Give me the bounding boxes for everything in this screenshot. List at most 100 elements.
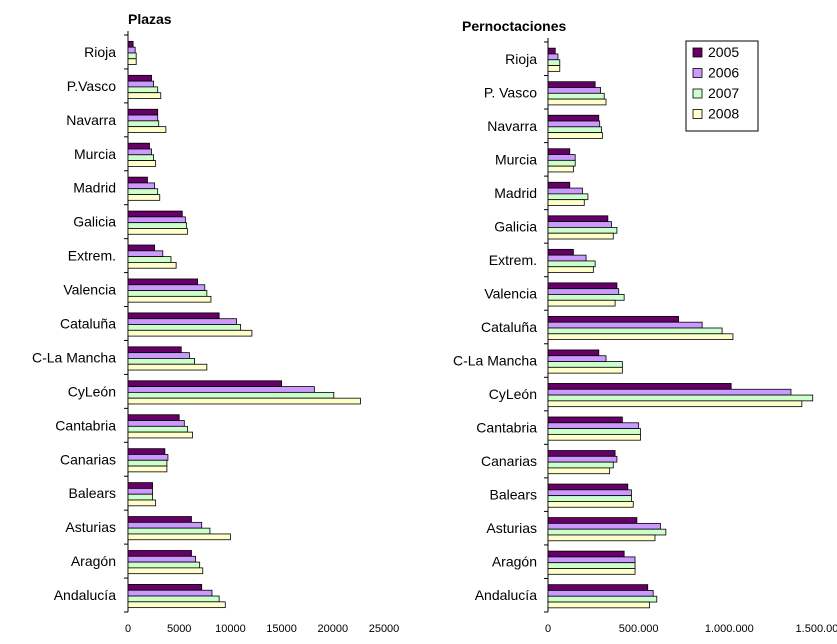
- legend-swatch-2008: [692, 109, 703, 119]
- bar-aragon-2008: [547, 568, 636, 575]
- bar-extrem-2008: [547, 266, 594, 273]
- bar-andalucia-2008: [127, 601, 226, 609]
- bar-rioja-2007: [127, 52, 137, 60]
- x-tick-label: 500.000: [619, 623, 659, 635]
- bar-rioja-2008: [127, 58, 137, 65]
- bar-asturias-2008: [547, 534, 656, 542]
- bar-aragon-2005: [547, 550, 625, 558]
- bar-p-vasco-2006: [127, 80, 155, 88]
- bar-madrid-2005: [547, 181, 571, 189]
- bar-asturias-2006: [127, 521, 203, 529]
- bar-extrem-2006: [127, 250, 164, 258]
- bar-balears-2005: [547, 483, 629, 491]
- bar-c-la-mancha-2007: [127, 358, 195, 365]
- bar-andalucia-2005: [547, 584, 649, 591]
- bar-cataluna-2006: [127, 318, 237, 325]
- bar-c-la-mancha-2008: [547, 366, 623, 374]
- bar-p-vasco-2006: [547, 87, 601, 94]
- bar-canarias-2008: [547, 467, 611, 475]
- bar-balears-2007: [127, 493, 153, 501]
- bar-cantabria-2006: [127, 420, 185, 427]
- category-label-aragon: Aragón: [71, 553, 116, 569]
- category-label-cyleon: CyLeón: [489, 386, 537, 402]
- bar-galicia-2006: [547, 221, 612, 228]
- bar-rioja-2006: [547, 53, 559, 61]
- bar-extrem-2008: [127, 262, 177, 269]
- category-label-p-vasco: P. Vasco: [484, 84, 537, 100]
- bar-galicia-2005: [547, 215, 609, 223]
- x-tick-label: 1.500.000: [796, 623, 837, 635]
- bar-p-vasco-2007: [547, 92, 605, 100]
- bar-andalucia-2005: [127, 584, 203, 591]
- bar-aragon-2005: [127, 550, 192, 557]
- x-tick-label: 5000: [167, 623, 191, 635]
- category-label-extrem: Extrem.: [489, 252, 537, 268]
- bar-madrid-2008: [127, 194, 161, 201]
- category-label-p-vasco: P.Vasco: [67, 78, 117, 94]
- bar-galicia-2008: [127, 228, 188, 235]
- category-label-balears: Balears: [490, 487, 537, 503]
- bar-cantabria-2005: [547, 416, 623, 424]
- plazas-chart: Plazas Rioja P.Vasco Navarra Murcia Madrid Gal…: [32, 11, 399, 635]
- bar-valencia-2005: [127, 278, 199, 286]
- bar-cataluna-2007: [547, 327, 723, 335]
- bar-cataluna-2005: [547, 315, 679, 323]
- bar-rioja-2007: [547, 59, 561, 66]
- bar-cyleon-2008: [127, 397, 361, 405]
- bar-rioja-2005: [547, 47, 556, 55]
- bar-andalucia-2006: [547, 590, 654, 597]
- bar-balears-2007: [547, 495, 632, 502]
- category-label-balears: Balears: [69, 485, 116, 501]
- bar-c-la-mancha-2006: [127, 352, 190, 359]
- bar-murcia-2006: [547, 154, 576, 161]
- bar-rioja-2008: [547, 65, 561, 72]
- bar-aragon-2008: [127, 567, 204, 575]
- category-label-murcia: Murcia: [495, 151, 537, 167]
- bar-madrid-2005: [127, 176, 148, 184]
- legend-label-2005: 2005: [708, 44, 739, 60]
- bar-galicia-2005: [127, 210, 183, 218]
- bar-cantabria-2008: [547, 433, 641, 441]
- x-tick-label: 1.000.000: [705, 623, 754, 635]
- bar-valencia-2008: [127, 295, 212, 303]
- bar-extrem-2005: [547, 248, 574, 256]
- bar-aragon-2006: [547, 556, 636, 564]
- bar-p-vasco-2005: [127, 74, 152, 82]
- bar-asturias-2008: [127, 533, 231, 541]
- bar-valencia-2006: [127, 284, 206, 291]
- bar-cataluna-2005: [127, 312, 220, 320]
- category-label-cantabria: Cantabria: [476, 420, 537, 436]
- bar-canarias-2005: [127, 448, 166, 455]
- bar-navarra-2005: [547, 114, 600, 122]
- bar-cantabria-2007: [127, 425, 188, 433]
- bar-cantabria-2008: [127, 431, 193, 439]
- bar-galicia-2007: [127, 222, 187, 229]
- bar-asturias-2006: [547, 522, 661, 530]
- bar-galicia-2007: [547, 227, 618, 234]
- bar-navarra-2008: [127, 126, 167, 133]
- bar-c-la-mancha-2005: [547, 349, 600, 357]
- bar-valencia-2005: [547, 282, 618, 290]
- bar-andalucia-2007: [127, 595, 220, 603]
- bar-extrem-2007: [547, 260, 596, 268]
- legend-label-2008: 2008: [708, 106, 739, 122]
- bar-balears-2005: [127, 482, 153, 489]
- bar-p-vasco-2005: [547, 81, 596, 88]
- legend-swatch-2006: [692, 68, 703, 78]
- bar-madrid-2007: [127, 188, 159, 195]
- bar-murcia-2006: [127, 148, 152, 156]
- category-label-galicia: Galicia: [73, 214, 116, 230]
- category-label-galicia: Galicia: [494, 218, 537, 234]
- bar-cyleon-2005: [547, 383, 732, 390]
- category-label-cataluna: Cataluña: [60, 316, 116, 332]
- legend: 2005 2006 2007 2008: [685, 40, 759, 132]
- bar-valencia-2006: [547, 288, 620, 295]
- category-label-aragon: Aragón: [492, 554, 537, 570]
- bar-canarias-2007: [127, 459, 168, 467]
- bar-asturias-2005: [547, 517, 638, 524]
- bar-canarias-2007: [547, 461, 614, 469]
- x-tick-label: 25000: [369, 623, 400, 635]
- bar-c-la-mancha-2008: [127, 363, 208, 371]
- bar-aragon-2007: [547, 562, 636, 569]
